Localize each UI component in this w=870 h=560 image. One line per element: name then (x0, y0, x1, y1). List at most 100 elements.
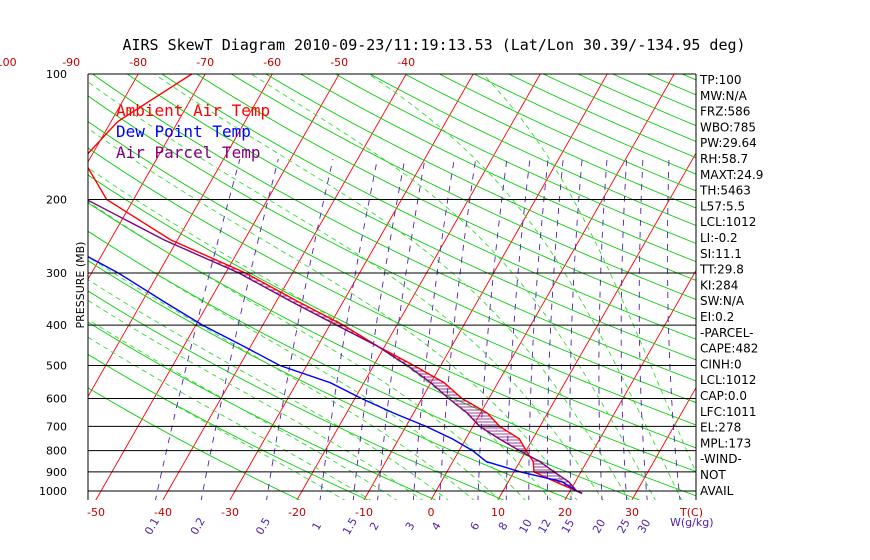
dry-adiabat-line (88, 387, 300, 500)
bottom-temperature-tick: -50 (87, 506, 105, 519)
mixing-ratio-line (638, 159, 648, 500)
bottom-temperature-tick: 10 (491, 506, 505, 519)
dry-adiabat-line (88, 202, 696, 497)
bottom-temperature-tick: -30 (221, 506, 239, 519)
mixing-ratio-line (266, 158, 334, 500)
dry-adiabat-line (473, 74, 696, 175)
mixing-ratio-line (546, 159, 564, 500)
mixing-ratio-line (200, 158, 279, 500)
moist-adiabat-line (88, 127, 578, 500)
moist-adiabat-line (88, 299, 424, 500)
isotherm-line (88, 74, 139, 163)
bottom-temperature-tick: -10 (355, 506, 373, 519)
air-parcel-temp-line (88, 199, 583, 494)
mixing-ratio-line (598, 159, 608, 500)
pressure-tick-label: 400 (46, 319, 67, 332)
mixing-ratio-line (505, 159, 531, 500)
mixing-ratio-tick: 3 (403, 520, 418, 533)
dry-adiabat-line (752, 74, 870, 500)
dry-adiabat-line (369, 74, 696, 227)
stat-line: MW:N/A (700, 89, 748, 103)
mixing-ratio-line (377, 159, 426, 500)
stat-line: LFC:1011 (700, 405, 757, 419)
top-temperature-ticks: -120-110-100-90-80-70-60-50-40 (0, 56, 415, 69)
top-temperature-tick: -50 (330, 56, 348, 69)
mixing-ratio-line (155, 158, 241, 500)
stat-line: L57:5.5 (700, 199, 745, 213)
pressure-tick-label: 800 (46, 445, 67, 458)
mixing-ratio-tick: 2 (367, 520, 382, 533)
x-unit-label: T(C) (679, 506, 703, 519)
dry-adiabat-line (265, 74, 696, 281)
isotherm-line (88, 74, 206, 281)
dry-adiabat-line (404, 74, 696, 209)
dry-adiabat-line (88, 147, 696, 449)
pressure-tick-label: 1000 (39, 485, 67, 498)
stat-line: PW:29.64 (700, 136, 757, 150)
mixing-ratio-line (319, 159, 378, 500)
isotherm-line (497, 152, 696, 500)
mixing-ratio-line (352, 159, 406, 500)
pressure-tick-label: 300 (46, 267, 67, 280)
bottom-temperature-tick: 30 (625, 506, 639, 519)
mixing-ratio-line (666, 159, 681, 500)
dry-adiabat-line (88, 260, 572, 500)
moist-adiabat-line (88, 81, 604, 500)
isotherm-line (88, 74, 273, 398)
legend: Ambient Air Temp Dew Point Temp Air Parcel… (116, 101, 270, 162)
stat-line: KI:284 (700, 278, 738, 292)
top-temperature-tick: -90 (62, 56, 80, 69)
isotherm-line (95, 74, 340, 500)
ambient-air-temp-line (88, 74, 583, 494)
dry-adiabat-line (88, 95, 696, 404)
stat-line: CAPE:482 (700, 342, 758, 356)
dry-adiabat-line (126, 74, 696, 361)
mixing-ratio-tick: 15 (559, 517, 577, 536)
profile-lines (88, 74, 583, 494)
mixing-ratio-ticks: 0.1 0.2 0.5 1 1.5 2 3 4 6 8 10 12 15 20 25 30 (142, 515, 653, 537)
dry-adiabat-line (786, 74, 870, 500)
stat-line: MAXT:24.9 (700, 168, 763, 182)
moist-adiabat-line (250, 74, 656, 500)
stat-line: LCL:1012 (700, 373, 756, 387)
stat-line: CINH:0 (700, 357, 742, 371)
dry-adiabat-line (508, 74, 696, 159)
bottom-temperature-tick: -20 (288, 506, 306, 519)
mixing-ratio-tick: 8 (496, 520, 511, 533)
mixing-ratio-tick: 1 (309, 520, 324, 533)
mixing-ratio-line (412, 159, 455, 500)
dry-adiabat-line (161, 74, 696, 340)
stat-line: TH:5463 (699, 184, 751, 198)
cape-shading (209, 259, 575, 489)
legend-entry: Dew Point Temp (116, 122, 251, 141)
dry-adiabat-line (300, 74, 696, 263)
dry-adiabat-line (88, 230, 640, 500)
pressure-gridlines (88, 73, 696, 492)
dry-adiabat-line (88, 321, 436, 500)
stat-line: WBO:785 (700, 120, 756, 134)
dry-adiabat-line (92, 74, 696, 382)
dry-adiabat-line (231, 74, 696, 301)
mixing-ratio-line (569, 159, 583, 500)
pressure-tick-label: 700 (46, 420, 67, 433)
dry-adiabat-line (88, 353, 368, 500)
isotherm-line (162, 74, 407, 500)
moist-adiabat-line (154, 74, 630, 500)
chart-title: AIRS SkewT Diagram 2010-09-23/11:19:13.5… (122, 36, 745, 54)
bottom-temperature-tick: 20 (558, 506, 572, 519)
moist-adiabat-line (88, 230, 501, 500)
stat-line: MPL:173 (700, 436, 751, 450)
stat-line: FRZ:586 (700, 105, 750, 119)
mixing-ratio-tick: 4 (429, 520, 444, 533)
pressure-tick-label: 600 (46, 393, 67, 406)
stat-line: TP:100 (699, 73, 742, 87)
top-temperature-tick: -60 (263, 56, 281, 69)
stat-line: LI:-0.2 (700, 231, 738, 245)
dry-adiabat-line (88, 121, 696, 426)
stat-line: TT:29.8 (699, 263, 744, 277)
moist-adiabat-line (482, 74, 696, 474)
stat-line: NOT (700, 468, 726, 482)
moist-adiabat-line (88, 279, 449, 500)
background-grid (88, 74, 870, 500)
